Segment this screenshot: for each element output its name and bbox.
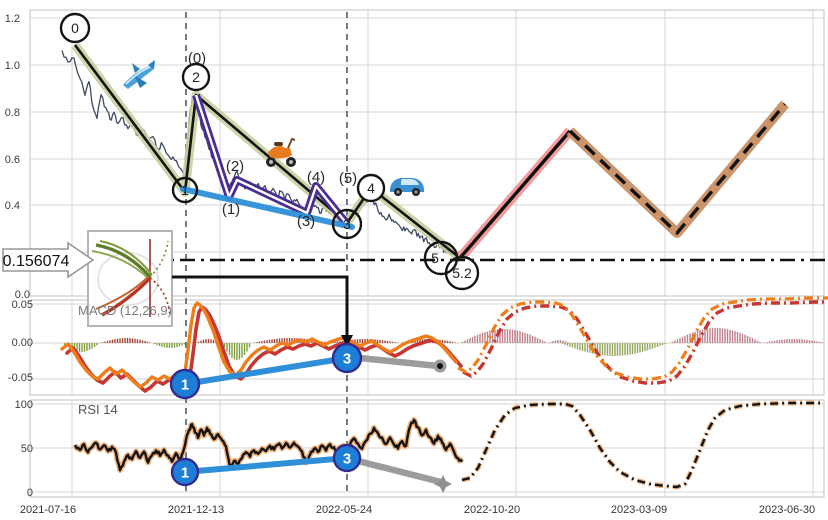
wave-circle-4-label: 4 — [367, 180, 375, 196]
wave-circle-5-label: 5 — [431, 250, 439, 266]
wave-circle-5-2[interactable] — [444, 255, 480, 291]
macd-ytick-neg005: -0.05 — [8, 372, 33, 384]
rsi-trend-gray[interactable] — [346, 455, 445, 486]
forecast-pink-up-layer1[interactable] — [458, 129, 572, 260]
rsi-trend-blue[interactable] — [182, 455, 350, 475]
macd-ytick-005: 0.05 — [12, 299, 33, 311]
airplane-icon[interactable] — [122, 59, 156, 90]
xtick-2021-12-13: 2021-12-13 — [168, 504, 224, 516]
rsi-circle-3-label: 3 — [343, 450, 351, 467]
rsi-star-marker[interactable] — [434, 475, 452, 493]
macd-pane-title: MACD (12,26,9) — [78, 303, 172, 318]
wave-circle-2-label: 2 — [192, 69, 200, 85]
xtick-2023-03-09: 2023-03-09 — [611, 504, 667, 516]
connector-arrowhead — [341, 335, 353, 347]
price-callout[interactable] — [2, 241, 95, 279]
wave-circle-1-label: 1 — [181, 182, 189, 198]
macd-ytick-000: 0.00 — [12, 337, 33, 349]
wave-circle-0-label: 0 — [71, 20, 79, 36]
rsi-circle-1[interactable] — [170, 457, 200, 487]
xtick-2021-07-16: 2021-07-16 — [20, 504, 76, 516]
rsi-ytick-0: 0 — [27, 487, 33, 499]
macd-panel-border — [29, 299, 825, 396]
macd-trend-gray[interactable] — [346, 353, 442, 370]
subwave-purple-layer1[interactable] — [194, 94, 348, 225]
callout-layer: 0.156074 — [2, 241, 95, 279]
series-layer — [30, 42, 828, 490]
logo-inset-green-curve — [95, 243, 152, 279]
price-ytick-0-4: 0.4 — [5, 200, 20, 212]
subwave-label-4: (4) — [307, 169, 325, 186]
car-icon[interactable] — [390, 178, 424, 196]
rsi-panel-border — [29, 399, 825, 498]
subwave-label-3: (3) — [297, 213, 315, 230]
connector-line[interactable] — [172, 275, 349, 337]
price-ytick-0-0: 0.0 — [15, 289, 30, 301]
price-callout-value: 0.156074 — [3, 253, 70, 270]
macd-circle-3[interactable] — [331, 342, 363, 374]
logo-inset-green-curve-2 — [99, 240, 153, 276]
wave-circle-1[interactable] — [171, 176, 199, 204]
subwave-label-5: (5) — [339, 170, 357, 187]
macd-circle-3-label: 3 — [343, 350, 351, 367]
xtick-2023-06-30: 2023-06-30 — [759, 504, 815, 516]
price-ytick-1-2: 1.2 — [5, 13, 20, 25]
subwave-label-0: (0) — [188, 50, 206, 67]
price-ytick-0-6: 0.6 — [5, 154, 20, 166]
macd-circle-1[interactable] — [169, 368, 201, 400]
wave-circle-5-2-label: 5.2 — [452, 265, 472, 281]
price-ytick-0-8: 0.8 — [5, 107, 20, 119]
pane-titles-layer: MACD (12,26,9) RSI 14 — [78, 303, 172, 417]
wave-circle-3-label: 3 — [343, 216, 351, 232]
forecast-tan-zigzag-layer0[interactable] — [566, 100, 789, 238]
subwave-label-2: (2) — [226, 158, 244, 175]
macd-trend-blue[interactable] — [182, 355, 350, 387]
logo-inset-red-curve — [101, 276, 152, 317]
macd-gray-endpoint-dot — [437, 363, 443, 369]
rsi-circle-1-label: 1 — [181, 464, 189, 481]
rsi-line-layer1 — [73, 418, 464, 472]
xtick-2022-10-20: 2022-10-20 — [464, 504, 520, 516]
logo-inset[interactable] — [87, 230, 173, 327]
macd-circle-1-label: 1 — [181, 376, 189, 393]
wave-circle-0[interactable] — [59, 12, 91, 44]
forecast-tan-zigzag-layer1[interactable] — [568, 102, 787, 235]
price-ytick-1-0: 1.0 — [5, 60, 20, 72]
macd-forecast-orange[interactable] — [457, 296, 828, 381]
price-panel-border — [29, 9, 825, 297]
annotation-layer: 0 2 1 3 4 5 5.2 1 3 1 3 — [59, 12, 480, 493]
logo-inset-red-curve-2 — [95, 276, 149, 310]
rsi-circle-3[interactable] — [332, 443, 362, 473]
wave-circle-2[interactable] — [181, 62, 211, 92]
logo-inset-green-dotted — [149, 240, 169, 278]
text-layer: 1.21.00.80.60.40.20.00.050.00-0.05100500… — [5, 13, 815, 516]
wave-circle-3[interactable] — [331, 208, 363, 240]
trend-blue-main[interactable] — [180, 186, 355, 230]
rsi-ytick-50: 50 — [21, 443, 33, 455]
rsi-pane-title: RSI 14 — [78, 402, 118, 417]
xtick-2022-05-24: 2022-05-24 — [316, 504, 372, 516]
logo-inset-green-curve-3 — [91, 250, 149, 279]
macd-line-orange — [60, 301, 458, 389]
logo-inset-red-dotted — [149, 277, 171, 316]
rsi-ytick-100: 100 — [15, 399, 33, 411]
rsi-forecast-layer1[interactable] — [461, 401, 820, 489]
subwave-label-1: (1) — [222, 201, 240, 218]
wave-circle-4[interactable] — [356, 173, 386, 203]
